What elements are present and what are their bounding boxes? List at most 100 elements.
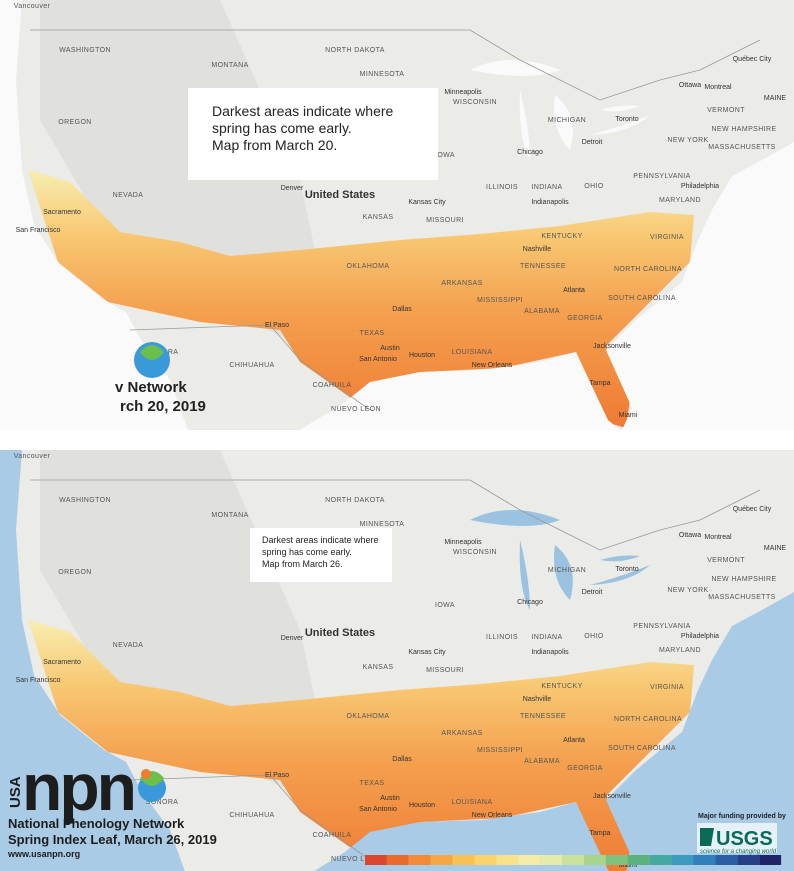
city-label: Montreal: [704, 84, 732, 91]
city-label: Houston: [409, 352, 435, 359]
legend-swatch: [737, 855, 760, 865]
region-label: Vancouver: [14, 3, 51, 10]
legend-swatch: [693, 855, 716, 865]
region-label: MICHIGAN: [548, 117, 586, 124]
region-label: CHIHUAHUA: [229, 812, 274, 819]
city-label: MAINE: [764, 95, 787, 102]
city-label: Minneapolis: [444, 539, 482, 546]
region-label: TEXAS: [360, 780, 385, 787]
city-label: New Orleans: [472, 362, 513, 369]
region-label: SONORA: [146, 799, 179, 806]
region-label: NORTH DAKOTA: [325, 497, 385, 504]
region-label: OREGON: [58, 119, 92, 126]
city-label: Tampa: [589, 830, 610, 837]
city-label: San Antonio: [359, 356, 397, 363]
region-label: MONTANA: [211, 512, 248, 519]
region-label: IOWA: [435, 152, 455, 159]
region-label: WISCONSIN: [453, 99, 497, 106]
logo-name: National Phenology Network: [8, 816, 185, 831]
legend-swatch: [452, 855, 475, 865]
city-label: Detroit: [582, 139, 603, 146]
caption-box: [250, 528, 392, 582]
region-label: ALABAMA: [524, 758, 560, 765]
legend-swatch: [408, 855, 431, 865]
funding-note: Major funding provided by: [698, 813, 786, 820]
map-bottom: Vancouver WASHINGTON MONTANA NORTH DAKOTA MI…: [0, 450, 794, 871]
border: [30, 479, 761, 551]
city-label: Denver: [281, 635, 304, 642]
map-top: Vancouver WASHINGTON MONTANA NORTH DAKOTA MI…: [0, 0, 794, 430]
region-label: WASHINGTON: [59, 497, 111, 504]
city-label: Tampa: [589, 380, 610, 387]
city-label: Kansas City: [408, 649, 446, 656]
city-label: Philadelphia: [681, 183, 719, 190]
region-label: KANSAS: [363, 664, 394, 671]
caption: spring has come early.: [262, 547, 352, 557]
region-label: ALABAMA: [524, 308, 560, 315]
city-label: Detroit: [582, 589, 603, 596]
city-label: Austin: [380, 795, 400, 802]
city-label: Dallas: [392, 756, 412, 763]
region-label: TEXAS: [360, 330, 385, 337]
caption-box: [188, 88, 438, 180]
city-label: San Francisco: [16, 227, 61, 234]
region-label: SOUTH CAROLINA: [608, 745, 676, 752]
city-label: Québec City: [733, 56, 772, 63]
region-label: MISSISSIPPI: [477, 747, 523, 754]
caption: Darkest areas indicate where: [212, 103, 394, 119]
region-label: LOUISIANA: [452, 799, 493, 806]
border: [129, 774, 371, 861]
caption: Map from March 20.: [212, 137, 337, 153]
city-label: Austin: [380, 345, 400, 352]
caption: Map from March 26.: [262, 559, 343, 569]
lake: [600, 105, 640, 112]
ocean: [0, 0, 188, 430]
city-label: Toronto: [615, 116, 638, 123]
region-label: TENNESSEE: [520, 263, 566, 270]
city-label: Indianapolis: [531, 199, 569, 206]
region-label: SOUTH CAROLINA: [608, 295, 676, 302]
logo-date: rch 20, 2019: [120, 398, 206, 415]
legend-swatch: [540, 855, 563, 865]
lake: [600, 555, 640, 562]
usgs-tagline: science for a changing world: [700, 849, 777, 855]
region-label: MICHIGAN: [548, 567, 586, 574]
region-label: OKLAHOMA: [347, 263, 390, 270]
city-label: Montreal: [704, 534, 732, 541]
region-label: MISSOURI: [426, 217, 464, 224]
city-label: Nashville: [523, 696, 552, 703]
caption: Darkest areas indicate where: [262, 535, 379, 545]
city-label: Denver: [281, 185, 304, 192]
lake: [470, 510, 560, 526]
legend-swatch: [474, 855, 497, 865]
region-label: NEW HAMPSHIRE: [711, 126, 776, 133]
city-label: New Orleans: [472, 812, 513, 819]
lake: [554, 95, 573, 150]
region-label: ARKANSAS: [441, 280, 482, 287]
city-label: San Francisco: [16, 677, 61, 684]
npn-logo: USA npn National Phenology Network Sprin…: [7, 750, 217, 859]
region-label: NEW HAMPSHIRE: [711, 576, 776, 583]
legend-swatch: [496, 855, 519, 865]
region-label: VIRGINIA: [650, 234, 684, 241]
logo-usa: USA: [7, 776, 24, 808]
top-logo: v Network rch 20, 2019: [115, 342, 206, 415]
city-label: MAINE: [764, 545, 787, 552]
region-label: ARKANSAS: [441, 730, 482, 737]
region-label: MINNESOTA: [360, 71, 405, 78]
city-label: Nashville: [523, 246, 552, 253]
city-label: Jacksonville: [593, 793, 631, 800]
logo-npn: npn: [22, 750, 134, 824]
legend-swatch: [649, 855, 672, 865]
usgs-agency: USGS: [716, 828, 773, 850]
region-label: COAHUILA: [313, 382, 352, 389]
city-label: Chicago: [517, 149, 543, 156]
region-label: INDIANA: [531, 634, 562, 641]
legend-swatch: [605, 855, 628, 865]
region-label: KANSAS: [363, 214, 394, 221]
city-label: Jacksonville: [593, 343, 631, 350]
city-label: Miami: [619, 412, 638, 419]
legend-swatch: [759, 855, 782, 865]
legend-swatch: [562, 855, 584, 865]
